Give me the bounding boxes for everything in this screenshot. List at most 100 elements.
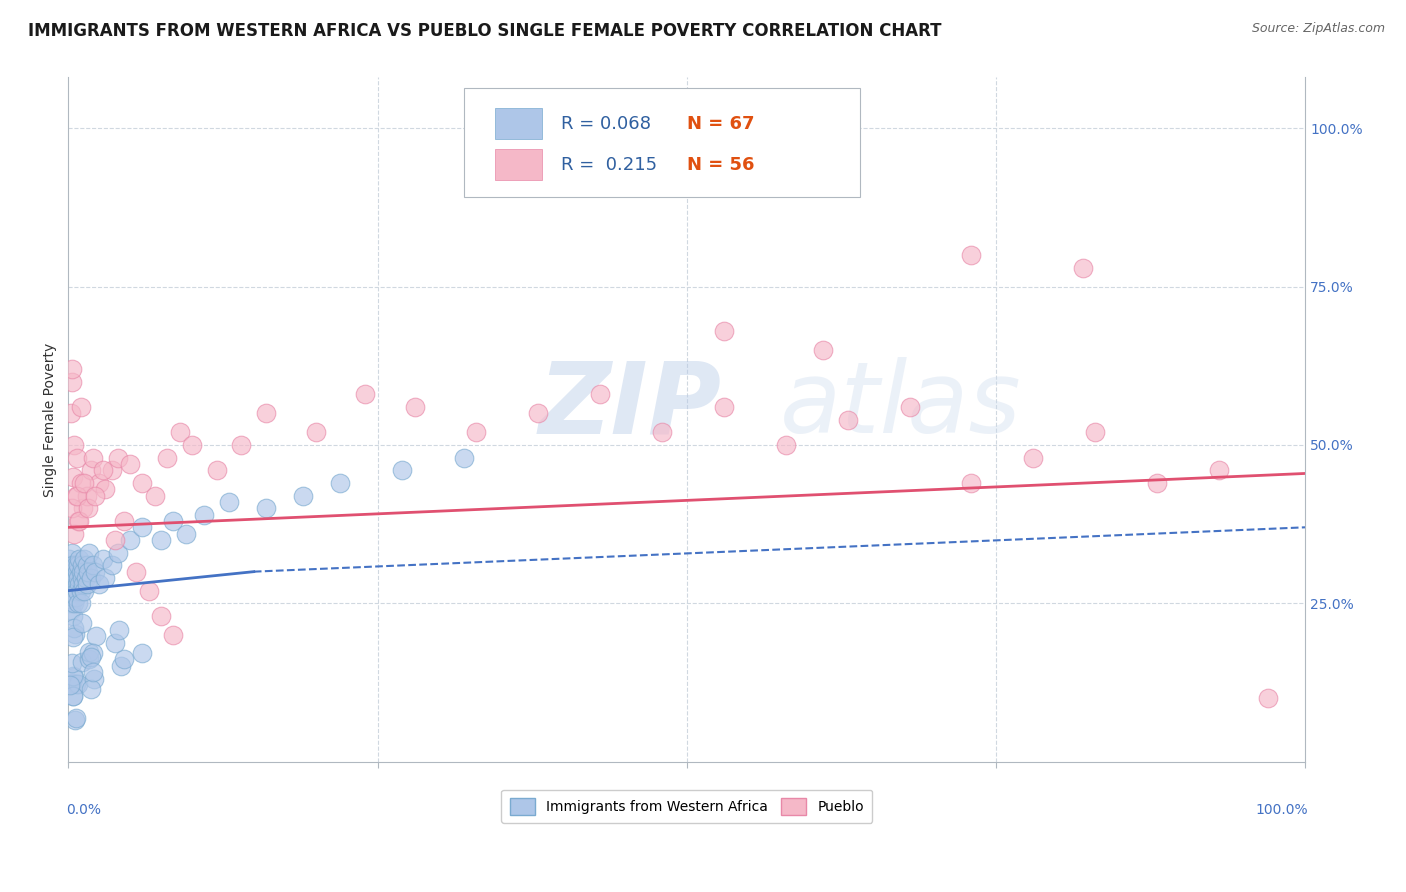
Point [62, 656, 84, 670]
Point [60, 583, 83, 598]
Point [65, 590, 87, 604]
Point [193, 508, 215, 522]
Text: R =  0.215: R = 0.215 [561, 156, 657, 174]
Point [1022, 450, 1045, 465]
Point [60, 676, 83, 690]
Point [63, 596, 86, 610]
Point [69, 400, 91, 414]
Point [70, 655, 93, 669]
Point [70, 558, 93, 573]
Point [169, 425, 191, 440]
Point [292, 489, 315, 503]
Point [77, 546, 100, 560]
Point [94, 571, 117, 585]
Point [75, 571, 97, 585]
Point [76, 577, 98, 591]
Point [82, 646, 104, 660]
Point [59, 678, 82, 692]
Point [453, 450, 475, 465]
Point [100, 463, 122, 477]
Point [58, 565, 80, 579]
Point [60, 501, 83, 516]
Point [63, 670, 86, 684]
Point [62, 630, 84, 644]
Point [131, 646, 153, 660]
Point [60, 596, 83, 610]
Point [65, 627, 87, 641]
Point [84, 565, 107, 579]
Point [60, 375, 83, 389]
Point [80, 649, 103, 664]
Point [1257, 691, 1279, 706]
Point [58, 577, 80, 591]
Legend: Immigrants from Western Africa, Pueblo: Immigrants from Western Africa, Pueblo [501, 789, 873, 823]
Point [150, 533, 173, 547]
Point [70, 616, 93, 631]
Point [67, 596, 90, 610]
Point [77, 565, 100, 579]
Point [254, 501, 277, 516]
Point [65, 558, 87, 573]
Point [62, 590, 84, 604]
Point [76, 558, 98, 573]
Point [62, 558, 84, 573]
Point [131, 520, 153, 534]
Text: 0.0%: 0.0% [66, 803, 101, 817]
Point [59, 558, 82, 573]
Point [62, 689, 84, 703]
Point [120, 457, 142, 471]
Point [66, 577, 89, 591]
Point [79, 571, 101, 585]
Point [62, 609, 84, 624]
Point [104, 533, 127, 547]
Point [72, 565, 94, 579]
Point [107, 450, 129, 465]
Point [125, 565, 148, 579]
Point [60, 565, 83, 579]
Point [181, 438, 204, 452]
Text: R = 0.068: R = 0.068 [561, 115, 651, 133]
Point [62, 571, 84, 585]
Point [89, 577, 111, 591]
Point [305, 425, 328, 440]
Point [77, 501, 100, 516]
Point [63, 565, 86, 579]
Point [162, 628, 184, 642]
Point [254, 406, 277, 420]
Point [1084, 425, 1107, 440]
Text: IMMIGRANTS FROM WESTERN AFRICA VS PUEBLO SINGLE FEMALE POVERTY CORRELATION CHART: IMMIGRANTS FROM WESTERN AFRICA VS PUEBLO… [28, 22, 942, 40]
Point [404, 400, 426, 414]
Point [67, 552, 90, 566]
Point [60, 676, 83, 690]
FancyBboxPatch shape [495, 108, 543, 139]
Point [837, 412, 859, 426]
Point [63, 438, 86, 452]
Point [62, 669, 84, 683]
Text: N = 56: N = 56 [686, 156, 754, 174]
Point [72, 577, 94, 591]
Point [69, 583, 91, 598]
Text: atlas: atlas [779, 358, 1021, 454]
Point [66, 489, 89, 503]
Point [112, 514, 135, 528]
Point [67, 571, 90, 585]
Point [67, 514, 90, 528]
Point [108, 624, 131, 638]
Point [329, 475, 352, 490]
Point [354, 387, 377, 401]
Point [69, 565, 91, 579]
Point [84, 489, 107, 503]
Point [58, 596, 80, 610]
Point [73, 475, 96, 490]
Point [59, 602, 82, 616]
Point [67, 558, 90, 573]
Point [1208, 463, 1230, 477]
Point [67, 577, 90, 591]
Point [65, 677, 87, 691]
Point [80, 682, 103, 697]
Point [65, 489, 87, 503]
Point [94, 483, 117, 497]
Point [150, 609, 173, 624]
Point [58, 552, 80, 566]
Text: ZIP: ZIP [538, 358, 721, 454]
